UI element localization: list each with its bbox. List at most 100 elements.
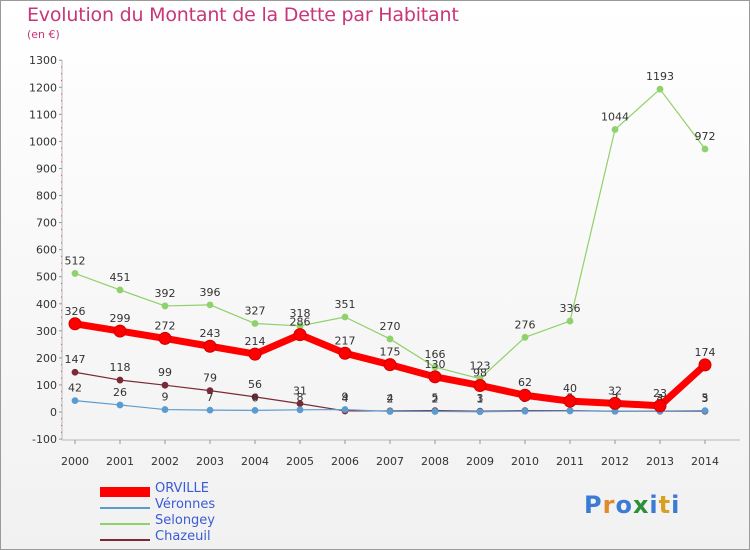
legend-label-selongey: Selongey xyxy=(155,513,215,528)
data-point-veronnes xyxy=(476,408,484,416)
data-point-veronnes xyxy=(386,408,394,415)
x-tick-label: 2010 xyxy=(511,455,539,468)
data-label-selongey: 351 xyxy=(335,298,356,311)
legend-swatch-orville xyxy=(100,487,150,497)
data-label-orville: 272 xyxy=(155,319,176,332)
data-label-selongey: 123 xyxy=(470,360,491,373)
data-label-veronnes: 9 xyxy=(342,391,349,404)
x-tick-label: 2006 xyxy=(331,455,359,468)
data-label-orville: 286 xyxy=(290,316,311,329)
data-label-orville: 23 xyxy=(653,387,667,400)
data-point-veronnes xyxy=(206,406,214,414)
data-label-selongey: 1193 xyxy=(646,70,674,83)
data-label-orville: 217 xyxy=(335,334,356,347)
chart-subtitle: (en €) xyxy=(27,28,60,41)
proxiti-logo: Proxiti xyxy=(584,491,680,519)
data-point-orville xyxy=(158,331,172,345)
data-point-orville xyxy=(653,399,667,413)
data-point-orville xyxy=(428,370,442,384)
y-tick-label: 200 xyxy=(36,352,57,365)
data-point-selongey xyxy=(566,317,574,325)
data-point-selongey xyxy=(251,320,259,327)
legend-swatch-veronnes xyxy=(100,507,150,509)
data-point-chazeuil xyxy=(71,368,79,376)
data-point-selongey xyxy=(71,270,79,277)
data-point-orville xyxy=(518,388,532,402)
data-label-selongey: 972 xyxy=(695,130,716,143)
y-tick-label: 0 xyxy=(50,406,57,419)
data-label-selongey: 1044 xyxy=(601,110,629,123)
logo-letter: i xyxy=(671,491,681,519)
data-label-veronnes: 42 xyxy=(68,382,82,395)
y-tick-label: 400 xyxy=(36,298,57,311)
x-tick-label: 2003 xyxy=(196,455,224,468)
x-tick-label: 2009 xyxy=(466,455,494,468)
data-label-chazeuil: 3 xyxy=(657,392,664,405)
data-point-veronnes xyxy=(341,406,349,413)
data-point-orville xyxy=(248,347,262,361)
data-label-selongey: 396 xyxy=(200,286,221,299)
data-point-orville xyxy=(293,328,307,342)
data-label-orville: 62 xyxy=(518,376,532,389)
logo-letter: P xyxy=(584,491,603,519)
y-tick-label: 800 xyxy=(36,190,57,203)
x-tick-label: 2005 xyxy=(286,455,314,468)
legend-label-orville: ORVILLE xyxy=(155,481,209,496)
x-tick-label: 2012 xyxy=(601,455,629,468)
data-label-orville: 98 xyxy=(473,366,487,379)
data-label-veronnes: 7 xyxy=(207,391,214,404)
data-point-chazeuil xyxy=(251,393,259,401)
data-label-veronnes: 8 xyxy=(297,391,304,404)
data-label-selongey: 336 xyxy=(560,302,581,315)
logo-letter: r xyxy=(602,491,616,519)
y-tick-label: 1300 xyxy=(29,54,57,67)
x-tick-label: 2014 xyxy=(691,455,719,468)
legend-swatch-chazeuil xyxy=(100,539,150,541)
data-label-orville: 32 xyxy=(608,384,622,397)
data-label-orville: 130 xyxy=(425,358,446,371)
data-label-selongey: 392 xyxy=(155,287,176,300)
y-tick-label: 100 xyxy=(36,379,57,392)
data-point-orville xyxy=(473,378,487,392)
x-tick-label: 2004 xyxy=(241,455,269,468)
data-label-chazeuil: 3 xyxy=(477,392,484,405)
data-label-orville: 174 xyxy=(695,346,716,359)
data-point-veronnes xyxy=(431,408,439,415)
data-point-veronnes xyxy=(116,401,124,409)
data-label-orville: 299 xyxy=(110,312,131,325)
data-label-chazeuil: 31 xyxy=(293,385,307,398)
data-label-chazeuil: 4 xyxy=(342,392,349,405)
legend-swatch-selongey xyxy=(100,523,150,525)
data-label-selongey: 276 xyxy=(515,318,536,331)
data-point-selongey xyxy=(116,286,124,294)
data-label-veronnes: 2 xyxy=(387,392,394,405)
y-tick-label: 700 xyxy=(36,217,57,230)
data-label-orville: 326 xyxy=(65,305,86,318)
y-tick-label: -100 xyxy=(32,433,57,446)
data-point-veronnes xyxy=(296,406,304,414)
data-point-selongey xyxy=(206,301,214,309)
data-point-selongey xyxy=(521,333,529,341)
data-label-chazeuil: 118 xyxy=(110,361,131,374)
data-point-veronnes xyxy=(161,406,169,413)
data-point-orville xyxy=(338,346,352,360)
data-label-veronnes: 5 xyxy=(702,392,709,405)
data-point-orville xyxy=(113,324,127,338)
y-tick-label: 1200 xyxy=(29,81,57,94)
data-point-chazeuil xyxy=(161,381,169,389)
data-label-selongey: 451 xyxy=(110,271,131,284)
data-label-orville: 214 xyxy=(245,335,266,348)
data-point-orville xyxy=(68,317,82,331)
data-point-orville xyxy=(383,358,397,372)
data-label-veronnes: 6 xyxy=(252,391,259,404)
data-label-chazeuil: 56 xyxy=(248,378,262,391)
y-tick-label: 1000 xyxy=(29,135,57,148)
logo-letter: i xyxy=(649,491,659,519)
data-label-chazeuil: 99 xyxy=(158,366,172,379)
logo-letter: o xyxy=(615,491,633,519)
data-label-chazeuil: 5 xyxy=(432,392,439,405)
data-label-orville: 243 xyxy=(200,327,221,340)
logo-letter: t xyxy=(658,491,672,519)
data-label-veronnes: 26 xyxy=(113,386,127,399)
